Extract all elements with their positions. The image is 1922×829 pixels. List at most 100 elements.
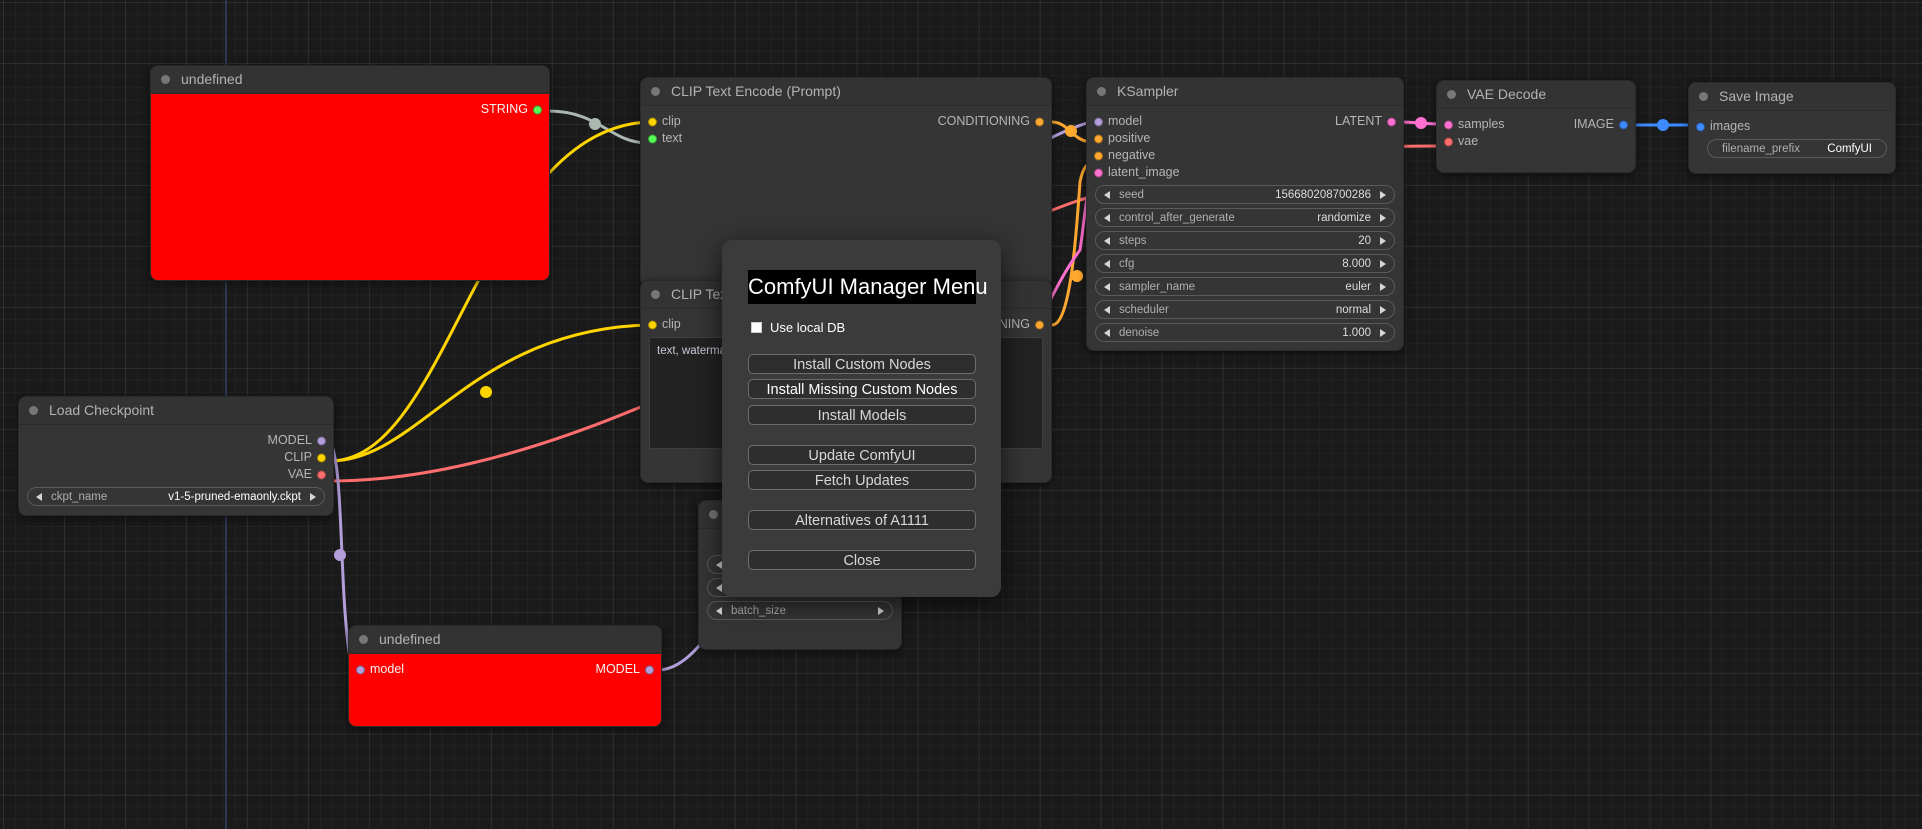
input-slot-vae[interactable]: vae [1437, 133, 1635, 150]
decrement-arrow-icon[interactable] [36, 492, 42, 501]
model-port-dot[interactable] [645, 665, 654, 674]
fetch-updates-button[interactable]: Fetch Updates [748, 470, 976, 490]
increment-arrow-icon[interactable] [1380, 236, 1386, 245]
conditioning-port-dot[interactable] [1094, 151, 1103, 160]
image-port-dot[interactable] [1619, 120, 1628, 129]
increment-arrow-icon[interactable] [1380, 213, 1386, 222]
latent-port-dot[interactable] [1444, 120, 1453, 129]
model-port-dot[interactable] [356, 665, 365, 674]
output-slot-model[interactable]: MODEL [19, 432, 333, 449]
decrement-arrow-icon[interactable] [1104, 236, 1110, 245]
input-slot-images[interactable]: images [1689, 118, 1895, 135]
output-slot-label: MODEL [595, 662, 640, 676]
increment-arrow-icon[interactable] [1380, 305, 1386, 314]
node-title-bar[interactable]: Load Checkpoint [19, 397, 333, 425]
conditioning-port-dot[interactable] [1035, 320, 1044, 329]
node-vae-decode[interactable]: VAE Decode samples IMAGE vae [1436, 80, 1636, 173]
node-load-checkpoint[interactable]: Load Checkpoint MODEL CLIP VAE ckpt_name… [18, 396, 334, 516]
increment-arrow-icon[interactable] [1380, 190, 1386, 199]
conditioning-port-dot[interactable] [1035, 117, 1044, 126]
increment-arrow-icon[interactable] [1380, 259, 1386, 268]
collapse-dot-icon[interactable] [1097, 87, 1106, 96]
decrement-arrow-icon[interactable] [1104, 190, 1110, 199]
increment-arrow-icon[interactable] [1380, 282, 1386, 291]
collapse-dot-icon[interactable] [161, 75, 170, 84]
input-slot-text[interactable]: text [641, 130, 1051, 147]
output-slot-label: CLIP [284, 450, 312, 464]
comfyui-manager-dialog[interactable]: ComfyUI Manager Menu Use local DB Instal… [722, 240, 1001, 597]
vae-port-dot[interactable] [1444, 137, 1453, 146]
input-slot-positive[interactable]: positive [1087, 130, 1403, 147]
increment-arrow-icon[interactable] [878, 606, 884, 615]
output-slot-vae[interactable]: VAE [19, 466, 333, 483]
model-port-dot[interactable] [317, 436, 326, 445]
widget-filename-prefix[interactable]: filename_prefix ComfyUI [1707, 139, 1887, 158]
decrement-arrow-icon[interactable] [1104, 282, 1110, 291]
node-title-bar[interactable]: Save Image [1689, 83, 1895, 111]
image-port-dot[interactable] [1696, 122, 1705, 131]
decrement-arrow-icon[interactable] [1104, 259, 1110, 268]
decrement-arrow-icon[interactable] [1104, 213, 1110, 222]
clip-port-dot[interactable] [317, 453, 326, 462]
node-undefined-model[interactable]: undefined model MODEL [348, 625, 662, 727]
node-title-bar[interactable]: undefined [151, 66, 549, 94]
node-ksampler[interactable]: KSampler model LATENT positive negative … [1086, 77, 1404, 351]
input-slot-latent-image[interactable]: latent_image [1087, 164, 1403, 181]
node-title-label: undefined [379, 631, 441, 647]
input-slot-samples[interactable]: samples IMAGE [1437, 116, 1635, 133]
collapse-dot-icon[interactable] [709, 510, 718, 519]
widget-cfg[interactable]: cfg 8.000 [1095, 254, 1395, 273]
node-title-bar[interactable]: undefined [349, 626, 661, 654]
update-comfyui-button[interactable]: Update ComfyUI [748, 445, 976, 465]
input-slot-model[interactable]: model MODEL [349, 661, 661, 678]
input-slot-model[interactable]: model LATENT [1087, 113, 1403, 130]
increment-arrow-icon[interactable] [1380, 328, 1386, 337]
widget-denoise[interactable]: denoise 1.000 [1095, 323, 1395, 342]
vae-port-dot[interactable] [317, 470, 326, 479]
node-undefined-string[interactable]: undefined STRING [150, 65, 550, 281]
collapse-dot-icon[interactable] [359, 635, 368, 644]
use-local-db-checkbox[interactable] [751, 322, 762, 333]
install-custom-nodes-button[interactable]: Install Custom Nodes [748, 354, 976, 374]
widget-batch-size[interactable]: batch_size [707, 601, 893, 620]
widget-control-after-generate[interactable]: control_after_generate randomize [1095, 208, 1395, 227]
input-slot-negative[interactable]: negative [1087, 147, 1403, 164]
decrement-arrow-icon[interactable] [716, 583, 722, 592]
install-models-button[interactable]: Install Models [748, 405, 976, 425]
output-slot-string[interactable]: STRING [151, 101, 549, 118]
string-port-dot[interactable] [648, 134, 657, 143]
node-title-bar[interactable]: VAE Decode [1437, 81, 1635, 109]
clip-port-dot[interactable] [648, 320, 657, 329]
decrement-arrow-icon[interactable] [716, 606, 722, 615]
collapse-dot-icon[interactable] [1447, 90, 1456, 99]
node-save-image[interactable]: Save Image images filename_prefix ComfyU… [1688, 82, 1896, 174]
use-local-db-row[interactable]: Use local DB [751, 320, 845, 335]
decrement-arrow-icon[interactable] [716, 560, 722, 569]
decrement-arrow-icon[interactable] [1104, 305, 1110, 314]
conditioning-port-dot[interactable] [1094, 134, 1103, 143]
alternatives-of-a1111-button[interactable]: Alternatives of A1111 [748, 510, 976, 530]
widget-scheduler[interactable]: scheduler normal [1095, 300, 1395, 319]
widget-steps[interactable]: steps 20 [1095, 231, 1395, 250]
node-title-bar[interactable]: KSampler [1087, 78, 1403, 106]
close-button[interactable]: Close [748, 550, 976, 570]
decrement-arrow-icon[interactable] [1104, 328, 1110, 337]
collapse-dot-icon[interactable] [29, 406, 38, 415]
model-port-dot[interactable] [1094, 117, 1103, 126]
collapse-dot-icon[interactable] [651, 290, 660, 299]
increment-arrow-icon[interactable] [310, 492, 316, 501]
widget-sampler-name[interactable]: sampler_name euler [1095, 277, 1395, 296]
string-port-dot[interactable] [533, 105, 542, 114]
latent-port-dot[interactable] [1387, 117, 1396, 126]
clip-port-dot[interactable] [648, 117, 657, 126]
widget-ckpt-name[interactable]: ckpt_name v1-5-pruned-emaonly.ckpt [27, 487, 325, 506]
collapse-dot-icon[interactable] [651, 87, 660, 96]
install-missing-custom-nodes-button[interactable]: Install Missing Custom Nodes [748, 379, 976, 399]
node-title-bar[interactable]: CLIP Text Encode (Prompt) [641, 78, 1051, 106]
input-slot-clip[interactable]: clip CONDITIONING [641, 113, 1051, 130]
latent-port-dot[interactable] [1094, 168, 1103, 177]
widget-seed[interactable]: seed 156680208700286 [1095, 185, 1395, 204]
collapse-dot-icon[interactable] [1699, 92, 1708, 101]
output-slot-clip[interactable]: CLIP [19, 449, 333, 466]
